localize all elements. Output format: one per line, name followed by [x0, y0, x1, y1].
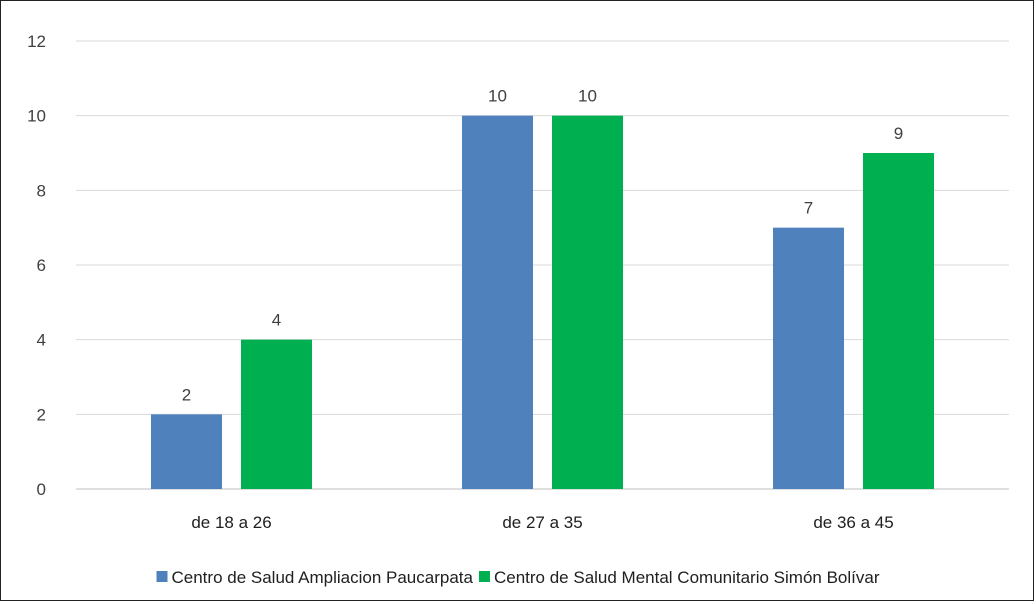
legend-swatch — [478, 571, 490, 582]
y-tick-label: 8 — [37, 181, 46, 200]
gridlines — [76, 40, 1009, 490]
legend-swatch — [156, 571, 168, 582]
data-label: 2 — [182, 385, 191, 404]
bar-2-3 — [863, 153, 934, 489]
bar-2-2 — [552, 115, 623, 490]
x-category-label: de 27 a 35 — [502, 513, 582, 532]
bars — [151, 115, 934, 490]
legend-item: Centro de Salud Ampliacion Paucarpata — [156, 568, 474, 587]
y-tick-label: 6 — [37, 256, 46, 275]
data-label: 10 — [488, 87, 507, 106]
y-tick-label: 2 — [37, 405, 46, 424]
data-label: 10 — [578, 87, 597, 106]
data-label: 7 — [804, 199, 813, 218]
legend-label: Centro de Salud Ampliacion Paucarpata — [172, 568, 474, 587]
x-category-label: de 36 a 45 — [813, 513, 893, 532]
bar-1-2 — [462, 115, 533, 490]
x-category-label: de 18 a 26 — [191, 513, 271, 532]
y-tick-label: 12 — [27, 32, 46, 51]
bar-1-3 — [773, 227, 844, 489]
data-labels: 2 4 10 10 7 9 — [182, 87, 903, 405]
y-axis-ticks: 0 2 4 6 8 10 12 — [27, 32, 46, 499]
y-tick-label: 10 — [27, 107, 46, 126]
legend: Centro de Salud Ampliacion Paucarpata Cen… — [156, 568, 880, 587]
bar-1-1 — [151, 414, 222, 489]
legend-label: Centro de Salud Mental Comunitario Simón… — [494, 568, 880, 587]
bar-2-1 — [241, 339, 312, 489]
data-label: 4 — [272, 311, 281, 330]
y-tick-label: 0 — [37, 480, 46, 499]
data-label: 9 — [894, 124, 903, 143]
legend-item: Centro de Salud Mental Comunitario Simón… — [478, 568, 880, 587]
y-tick-label: 4 — [37, 331, 46, 350]
x-axis-categories: de 18 a 26 de 27 a 35 de 36 a 45 — [191, 513, 893, 532]
